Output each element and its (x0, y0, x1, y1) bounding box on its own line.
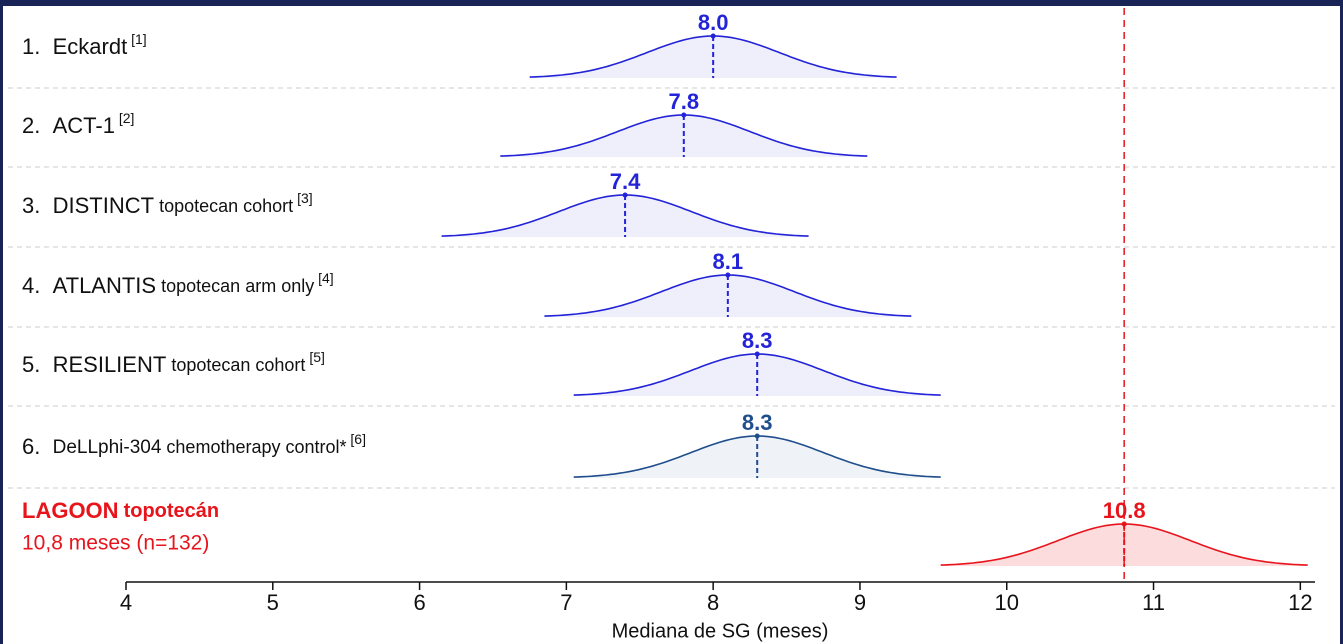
row-ref: [6] (350, 431, 366, 447)
row-name: ATLANTIS (53, 273, 157, 298)
row-ref: [4] (318, 270, 334, 286)
value-label: 8.3 (742, 410, 773, 435)
row-ref: [5] (309, 349, 325, 365)
row-label: LAGOON topotecán (22, 498, 219, 523)
spacer (40, 273, 52, 298)
row-detail: topotecan arm only (161, 276, 314, 296)
value-label: 10.8 (1103, 498, 1146, 523)
row-name: DISTINCT (53, 193, 154, 218)
right-border (1340, 0, 1343, 644)
x-tick-label: 5 (267, 590, 279, 615)
x-tick-label: 9 (854, 590, 866, 615)
value-label: 8.0 (698, 10, 729, 35)
row-ref: [3] (297, 190, 313, 206)
row-label: 4. ATLANTIS topotecan arm only [4] (22, 270, 334, 298)
row-subtitle: 10,8 meses (n=132) (22, 532, 209, 555)
x-axis-label: Mediana de SG (meses) (612, 620, 829, 642)
row-label: 5. RESILIENT topotecan cohort [5] (22, 349, 325, 377)
median-dot (681, 112, 687, 118)
median-dot (754, 351, 760, 357)
row-name: DeLLphi-304 (53, 437, 162, 458)
row-label: 6. DeLLphi-304 chemotherapy control* [6] (22, 431, 366, 459)
value-label: 8.1 (713, 249, 744, 274)
value-label: 8.3 (742, 328, 773, 353)
row-detail: topotecan cohort (171, 355, 305, 375)
top-bar (0, 0, 1343, 6)
median-dot (725, 272, 731, 278)
spacer (40, 34, 52, 59)
row-number: 5. (22, 352, 40, 377)
row-number: 6. (22, 434, 40, 459)
row-name: RESILIENT (53, 352, 167, 377)
value-label: 7.4 (610, 169, 641, 194)
row-number: 1. (22, 34, 40, 59)
row-label: 1. Eckardt [1] (22, 31, 147, 59)
x-tick-label: 7 (560, 590, 572, 615)
row-number: 3. (22, 193, 40, 218)
median-dot (1121, 521, 1127, 527)
spacer (40, 113, 52, 138)
left-border (0, 0, 3, 644)
row-detail: topotecán (124, 500, 220, 522)
spacer (40, 193, 52, 218)
median-dot (754, 433, 760, 439)
median-dot (710, 33, 716, 39)
x-tick-label: 8 (707, 590, 719, 615)
median-dot (622, 192, 628, 198)
row-name: ACT-1 (53, 113, 115, 138)
x-tick-label: 12 (1288, 590, 1312, 615)
row-detail: topotecan cohort (159, 196, 293, 216)
row-number: 4. (22, 273, 40, 298)
value-label: 7.8 (669, 89, 700, 114)
spacer (40, 434, 52, 459)
row-ref: [2] (119, 110, 135, 126)
row-ref: [1] (131, 31, 147, 47)
row-name: Eckardt (53, 34, 128, 59)
row-label: 3. DISTINCT topotecan cohort [3] (22, 190, 313, 218)
row-number: 2. (22, 113, 40, 138)
x-tick-label: 6 (413, 590, 425, 615)
x-tick-label: 11 (1142, 590, 1165, 615)
x-tick-label: 4 (120, 590, 132, 615)
x-tick-label: 10 (994, 590, 1018, 615)
row-detail: chemotherapy control* (166, 437, 346, 457)
row-name: LAGOON (22, 498, 119, 523)
spacer (40, 352, 52, 377)
row-label: 2. ACT-1 [2] (22, 110, 134, 138)
